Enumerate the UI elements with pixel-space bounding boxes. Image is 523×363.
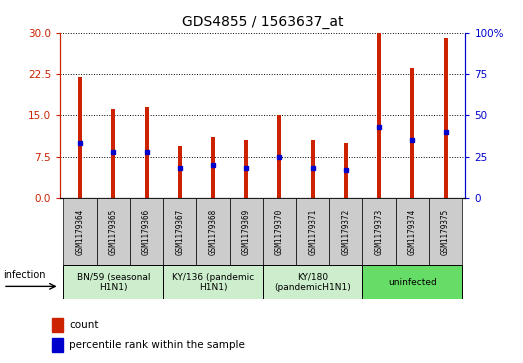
Bar	[344, 143, 348, 198]
Bar	[244, 140, 248, 198]
Bar	[362, 265, 462, 299]
Text: percentile rank within the sample: percentile rank within the sample	[69, 340, 245, 350]
Bar	[396, 198, 429, 265]
Text: KY/136 (pandemic
H1N1): KY/136 (pandemic H1N1)	[172, 273, 254, 292]
Text: KY/180
(pandemicH1N1): KY/180 (pandemicH1N1)	[274, 273, 351, 292]
Bar	[63, 265, 163, 299]
Text: GSM1179366: GSM1179366	[142, 208, 151, 254]
Text: GSM1179374: GSM1179374	[408, 208, 417, 254]
Text: GSM1179364: GSM1179364	[76, 208, 85, 254]
Bar	[444, 38, 448, 198]
Bar	[97, 198, 130, 265]
Bar	[362, 198, 396, 265]
Bar	[130, 198, 163, 265]
Bar	[163, 265, 263, 299]
Bar	[51, 338, 63, 352]
Bar	[263, 265, 362, 299]
Text: BN/59 (seasonal
H1N1): BN/59 (seasonal H1N1)	[76, 273, 150, 292]
Bar	[296, 198, 329, 265]
Bar	[329, 198, 362, 265]
Bar	[196, 198, 230, 265]
Text: GSM1179368: GSM1179368	[209, 208, 218, 254]
Bar	[277, 115, 281, 198]
Bar	[311, 140, 315, 198]
Text: GSM1179375: GSM1179375	[441, 208, 450, 254]
Bar	[411, 69, 414, 198]
Text: GSM1179367: GSM1179367	[175, 208, 184, 254]
Title: GDS4855 / 1563637_at: GDS4855 / 1563637_at	[182, 15, 344, 29]
Bar	[111, 109, 115, 198]
Bar	[51, 318, 63, 332]
Text: uninfected: uninfected	[388, 278, 437, 287]
Bar	[178, 146, 182, 198]
Bar	[263, 198, 296, 265]
Text: GSM1179372: GSM1179372	[342, 208, 350, 254]
Text: count: count	[69, 320, 99, 330]
Text: GSM1179371: GSM1179371	[308, 208, 317, 254]
Bar	[377, 33, 381, 198]
Bar	[429, 198, 462, 265]
Bar	[211, 137, 215, 198]
Text: GSM1179373: GSM1179373	[374, 208, 383, 254]
Bar	[63, 198, 97, 265]
Bar	[144, 107, 149, 198]
Bar	[163, 198, 196, 265]
Text: GSM1179365: GSM1179365	[109, 208, 118, 254]
Bar	[230, 198, 263, 265]
Text: GSM1179369: GSM1179369	[242, 208, 251, 254]
Text: GSM1179370: GSM1179370	[275, 208, 284, 254]
Bar	[78, 77, 82, 198]
Text: infection: infection	[3, 270, 46, 280]
